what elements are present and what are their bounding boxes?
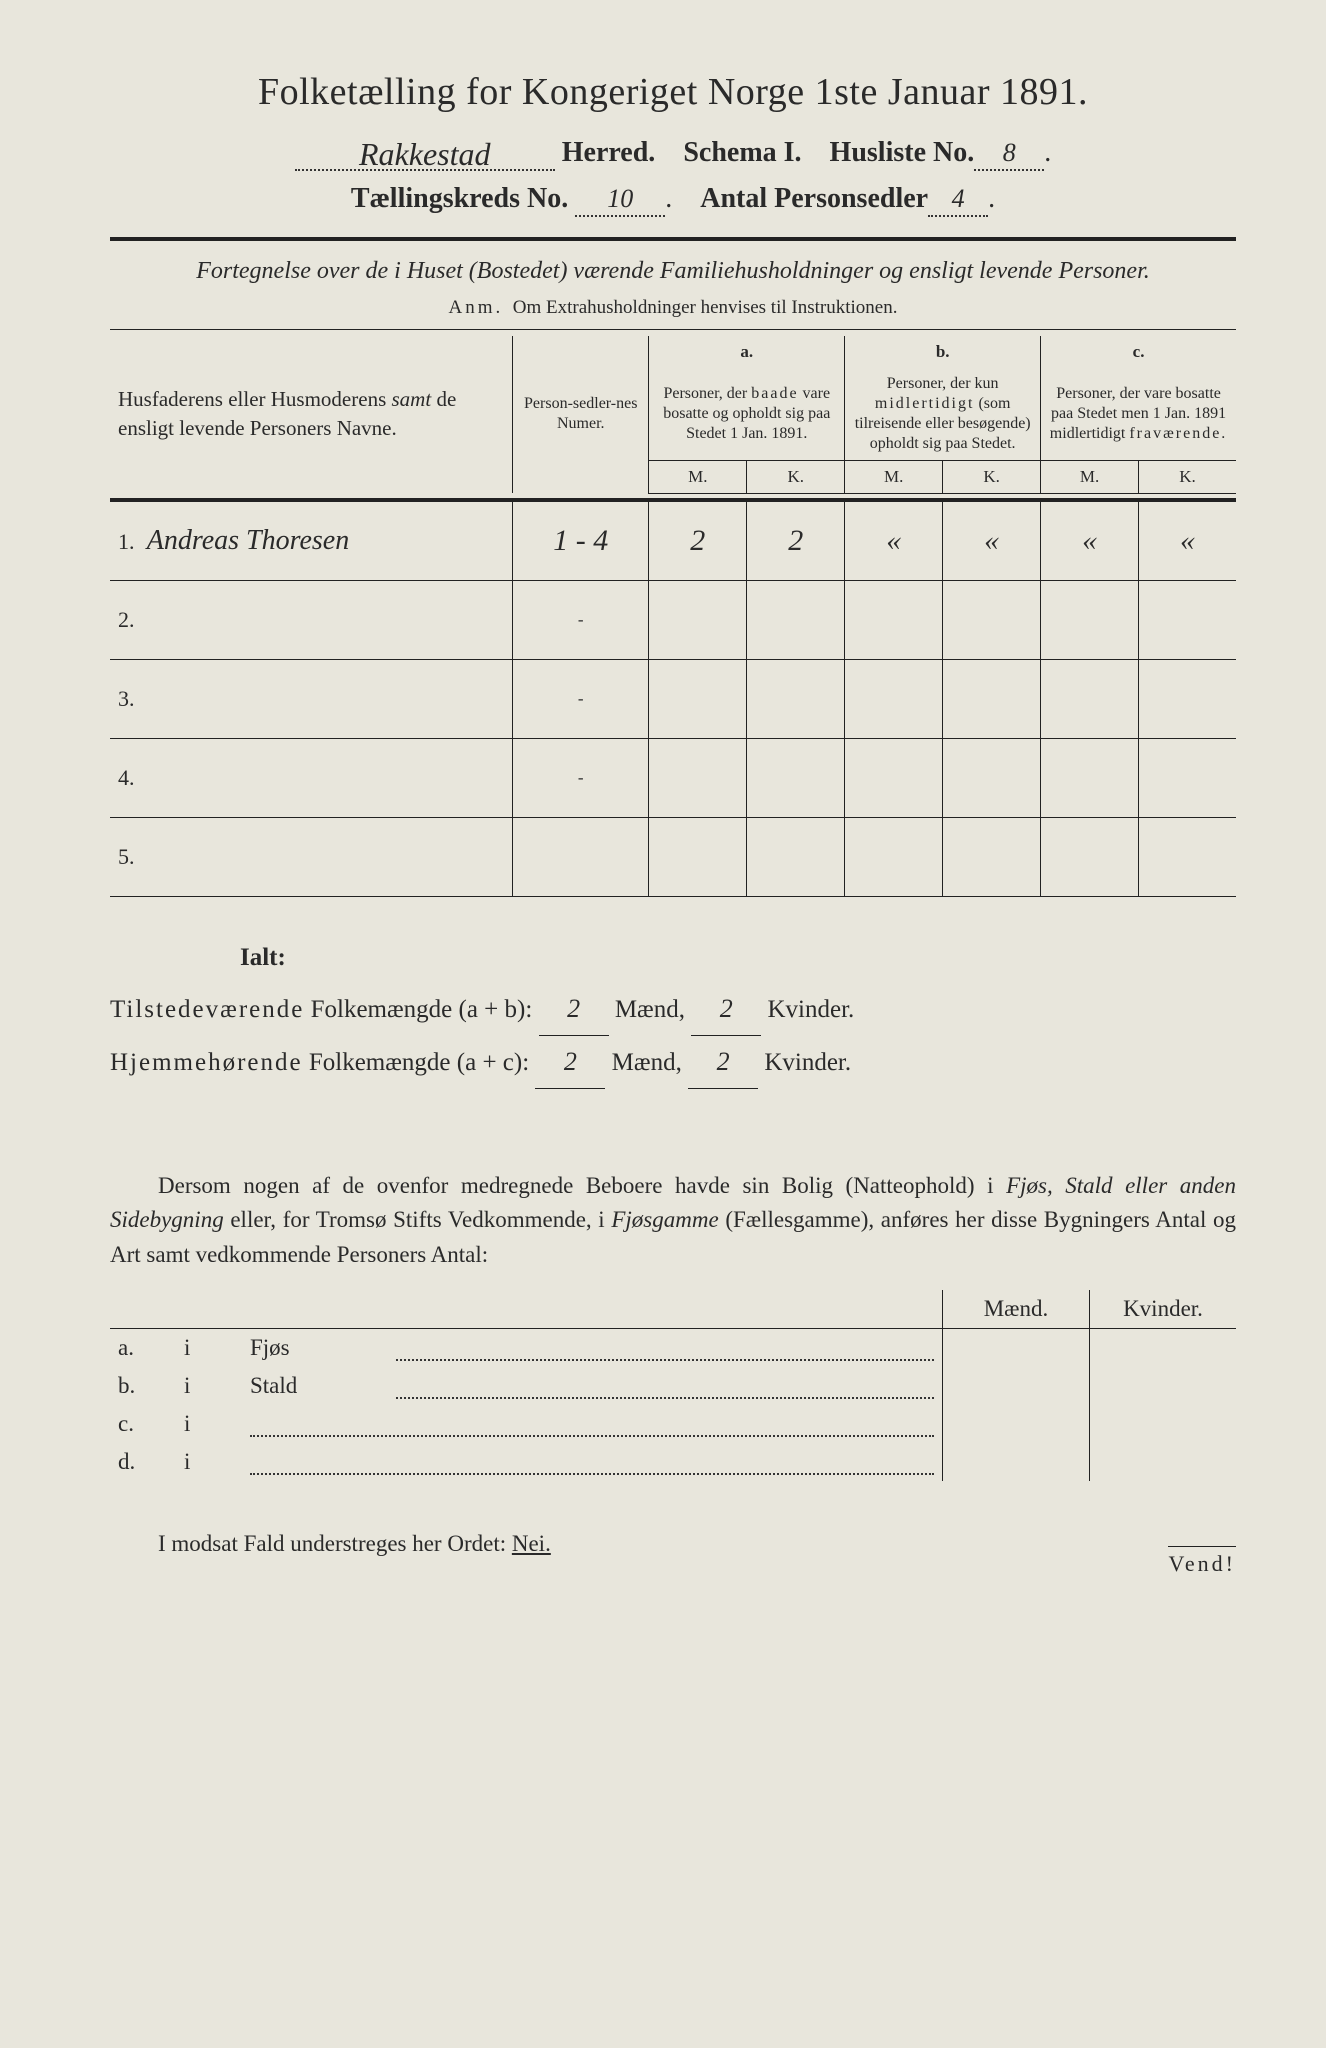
row-pnum: -: [513, 659, 649, 738]
row-bk: «: [984, 524, 999, 557]
table-row: 2. -: [110, 580, 1236, 659]
side-l1: d.: [110, 1443, 176, 1481]
herred-handwritten: Rakkestad: [359, 136, 491, 172]
col-a-text: Personer, der baade vare bosatte og opho…: [649, 368, 845, 461]
col-num-head: Person-sedler-nes Numer.: [513, 336, 649, 494]
header-line-2: Tællingskreds No. 10. Antal Personsedler…: [110, 183, 1236, 217]
v2k: 2: [717, 1047, 730, 1076]
row-pnum: 1 - 4: [553, 524, 608, 557]
col-b-k: K.: [943, 460, 1041, 493]
herred-label: Herred.: [562, 137, 656, 168]
row-num: 4.: [118, 765, 143, 790]
hjemme-pre: Hjemmehørende: [110, 1049, 303, 1076]
side-l1: c.: [110, 1405, 176, 1443]
v2m: 2: [564, 1047, 577, 1076]
table-row: 1. Andreas Thoresen 1 - 4 2 2 « « « «: [110, 500, 1236, 581]
side-row: d. i: [110, 1443, 1236, 1481]
kvinder-label: Kvinder.: [764, 1049, 851, 1076]
tilstede-mid: Folkemængde (a + b):: [311, 996, 533, 1023]
husliste-label: Husliste No.: [830, 137, 975, 168]
maend-label: Mænd,: [612, 1049, 682, 1076]
schema-label: Schema I.: [683, 137, 801, 168]
row-num: 1.: [118, 529, 143, 554]
husliste-no: 8: [1003, 138, 1016, 167]
divider: [110, 237, 1236, 241]
col-c-text: Personer, der vare bosatte paa Stedet me…: [1041, 368, 1236, 461]
row-num: 5.: [118, 844, 143, 869]
table-row: 4. -: [110, 738, 1236, 817]
modsat-text: I modsat Fald understreges her Ordet:: [158, 1531, 506, 1556]
row-ak: 2: [788, 524, 803, 557]
col-b-text: Personer, der kun midlertidigt (som tilr…: [845, 368, 1041, 461]
col-c-m: M.: [1041, 460, 1139, 493]
side-maend: Mænd.: [943, 1290, 1090, 1329]
anm-prefix: Anm.: [449, 297, 504, 318]
divider-thin: [110, 329, 1236, 330]
subtitle: Fortegnelse over de i Huset (Bostedet) v…: [110, 255, 1236, 289]
row-cm: «: [1082, 524, 1097, 557]
row-pnum: [513, 817, 649, 896]
kvinder-label: Kvinder.: [767, 996, 854, 1023]
vend-label: Vend!: [1168, 1546, 1236, 1577]
row-name: Andreas Thoresen: [147, 525, 349, 556]
side-l1: a.: [110, 1329, 176, 1368]
table-row: 5.: [110, 817, 1236, 896]
row-pnum: -: [513, 738, 649, 817]
table-row: 3. -: [110, 659, 1236, 738]
kreds-label: Tællingskreds No.: [351, 183, 568, 214]
side-l2: i: [176, 1329, 242, 1368]
side-l1: b.: [110, 1367, 176, 1405]
col-b-m: M.: [845, 460, 943, 493]
side-table: Mænd. Kvinder. a. i Fjøs b. i Stald c. i…: [110, 1290, 1236, 1481]
col-c-k: K.: [1139, 460, 1236, 493]
tilstede-pre: Tilstedeværende: [110, 996, 304, 1023]
col-c-label: c.: [1041, 336, 1236, 368]
side-l2: i: [176, 1367, 242, 1405]
row-num: 2.: [118, 607, 143, 632]
kreds-no: 10: [607, 184, 633, 213]
antal-label: Antal Personsedler: [700, 183, 928, 214]
header-line-1: Rakkestad Herred. Schema I. Husliste No.…: [110, 132, 1236, 171]
v1k: 2: [720, 994, 733, 1023]
side-kvinder: Kvinder.: [1090, 1290, 1237, 1329]
side-l2: i: [176, 1405, 242, 1443]
antal-no: 4: [952, 184, 965, 213]
side-name: Fjøs: [242, 1329, 388, 1368]
row-num: 3.: [118, 686, 143, 711]
col-a-label: a.: [649, 336, 845, 368]
main-table: Husfaderens eller Husmoderens samt de en…: [110, 336, 1236, 897]
row-bm: «: [886, 524, 901, 557]
col-a-k: K.: [747, 460, 845, 493]
row-pnum: -: [513, 580, 649, 659]
v1m: 2: [567, 994, 580, 1023]
side-name: Stald: [242, 1367, 388, 1405]
col-a-m: M.: [649, 460, 747, 493]
hjemme-mid: Folkemængde (a + c):: [309, 1049, 529, 1076]
ialt-label: Ialt:: [240, 933, 1236, 983]
page-title: Folketælling for Kongeriget Norge 1ste J…: [110, 70, 1236, 114]
col-name-head: Husfaderens eller Husmoderens samt de en…: [110, 336, 513, 494]
ialt-block: Ialt: Tilstedeværende Folkemængde (a + b…: [110, 933, 1236, 1089]
row-ck: «: [1180, 524, 1195, 557]
modsat-nei: Nei.: [512, 1531, 551, 1556]
modsat-line: I modsat Fald understreges her Ordet: Ne…: [110, 1531, 1236, 1557]
side-row: a. i Fjøs: [110, 1329, 1236, 1368]
anm-line: Anm. Om Extrahusholdninger henvises til …: [110, 297, 1236, 319]
side-row: b. i Stald: [110, 1367, 1236, 1405]
side-l2: i: [176, 1443, 242, 1481]
row-am: 2: [690, 524, 705, 557]
col-b-label: b.: [845, 336, 1041, 368]
maend-label: Mænd,: [615, 996, 685, 1023]
anm-text: Om Extrahusholdninger henvises til Instr…: [513, 297, 898, 318]
side-row: c. i: [110, 1405, 1236, 1443]
paragraph: Dersom nogen af de ovenfor medregnede Be…: [110, 1169, 1236, 1273]
